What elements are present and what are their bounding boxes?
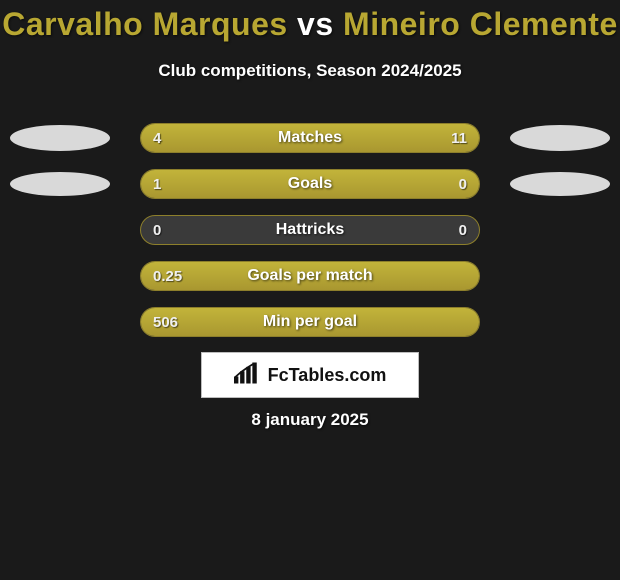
bars-icon xyxy=(234,362,262,389)
stat-value-left: 4 xyxy=(153,124,161,152)
stat-value-right: 0 xyxy=(459,170,467,198)
comparison-card: Carvalho Marques vs Mineiro Clemente Clu… xyxy=(0,0,620,580)
stat-bar: 0.25Goals per match xyxy=(140,261,480,291)
page-title: Carvalho Marques vs Mineiro Clemente xyxy=(0,0,620,43)
player-a-photo-placeholder xyxy=(10,125,110,151)
stat-bar-right-segment xyxy=(231,124,479,152)
stat-bar: 411Matches xyxy=(140,123,480,153)
stat-row: 506Min per goal xyxy=(0,307,620,337)
stat-bar-left-segment xyxy=(141,262,479,290)
stat-row: 10Goals xyxy=(0,169,620,199)
stat-value-left: 0.25 xyxy=(153,262,182,290)
date-text: 8 january 2025 xyxy=(0,410,620,430)
stat-value-left: 506 xyxy=(153,308,178,336)
stat-value-right: 11 xyxy=(451,124,467,152)
player-b-photo-placeholder xyxy=(510,172,610,196)
stat-bar-left-segment xyxy=(141,170,405,198)
stat-row: 411Matches xyxy=(0,123,620,153)
stat-row: 0.25Goals per match xyxy=(0,261,620,291)
player-b-name: Mineiro Clemente xyxy=(343,6,618,42)
stat-row: 0 0Hattricks xyxy=(0,215,620,245)
player-a-name: Carvalho Marques xyxy=(2,6,287,42)
stat-value-right: 0 xyxy=(459,216,467,244)
title-separator: vs xyxy=(297,6,334,42)
stat-label: Hattricks xyxy=(141,216,479,244)
stat-value-left: 0 xyxy=(153,216,161,244)
stats-rows: 411Matches10Goals00Hattricks0.25Goals pe… xyxy=(0,123,620,353)
branding-badge[interactable]: FcTables.com xyxy=(201,352,419,398)
branding-text: FcTables.com xyxy=(268,365,387,386)
stat-bar-left-segment xyxy=(141,308,479,336)
subtitle: Club competitions, Season 2024/2025 xyxy=(0,61,620,81)
stat-value-left: 1 xyxy=(153,170,161,198)
stat-bar-right-segment xyxy=(405,170,479,198)
player-b-photo-placeholder xyxy=(510,125,610,151)
player-a-photo-placeholder xyxy=(10,172,110,196)
stat-bar: 10Goals xyxy=(140,169,480,199)
stat-bar: 0 0Hattricks xyxy=(140,215,480,245)
stat-bar: 506Min per goal xyxy=(140,307,480,337)
